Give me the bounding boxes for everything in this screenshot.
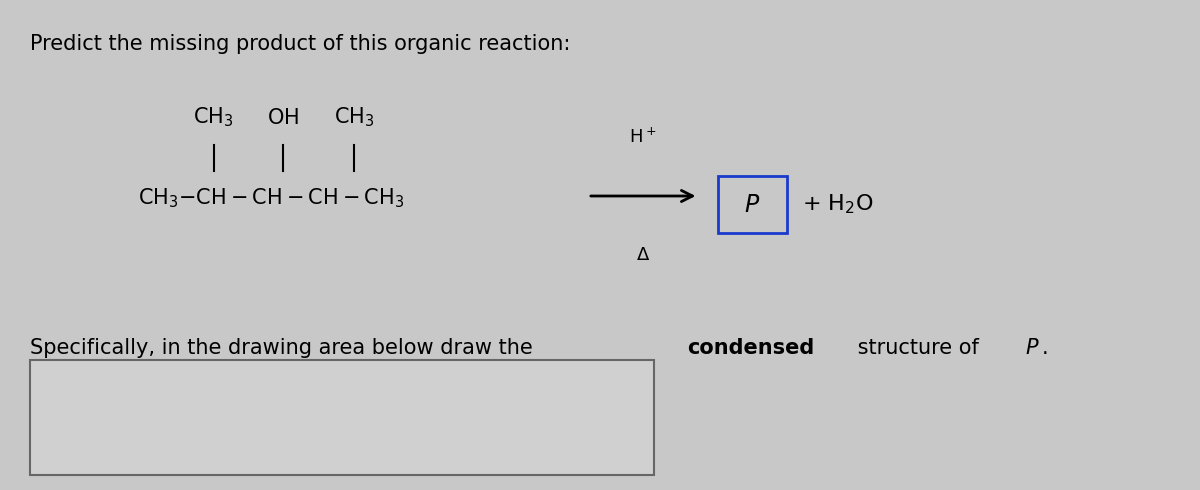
Text: Predict the missing product of this organic reaction:: Predict the missing product of this orga… [30,34,570,54]
Bar [30,360,654,475]
Text: $\Delta$: $\Delta$ [636,246,650,264]
Text: P: P [1025,338,1038,358]
Text: structure of: structure of [852,338,986,358]
Text: $+\ \mathregular{H_2O}$: $+\ \mathregular{H_2O}$ [802,193,874,217]
Bar [718,176,787,233]
Text: $\mathregular{CH_3}$$\mathregular{-CH-CH-CH-CH_3}$: $\mathregular{CH_3}$$\mathregular{-CH-CH… [138,187,404,210]
Text: H$^+$: H$^+$ [630,127,656,147]
Text: condensed: condensed [688,338,815,358]
Text: $\mathregular{CH_3}$: $\mathregular{CH_3}$ [334,106,374,129]
Text: Specifically, in the drawing area below draw the: Specifically, in the drawing area below … [30,338,539,358]
Text: .: . [1042,338,1048,358]
Text: $\mathregular{CH_3}$: $\mathregular{CH_3}$ [193,106,234,129]
Text: $\it{P}$: $\it{P}$ [744,193,761,217]
Text: $\mathregular{OH}$: $\mathregular{OH}$ [268,108,299,127]
